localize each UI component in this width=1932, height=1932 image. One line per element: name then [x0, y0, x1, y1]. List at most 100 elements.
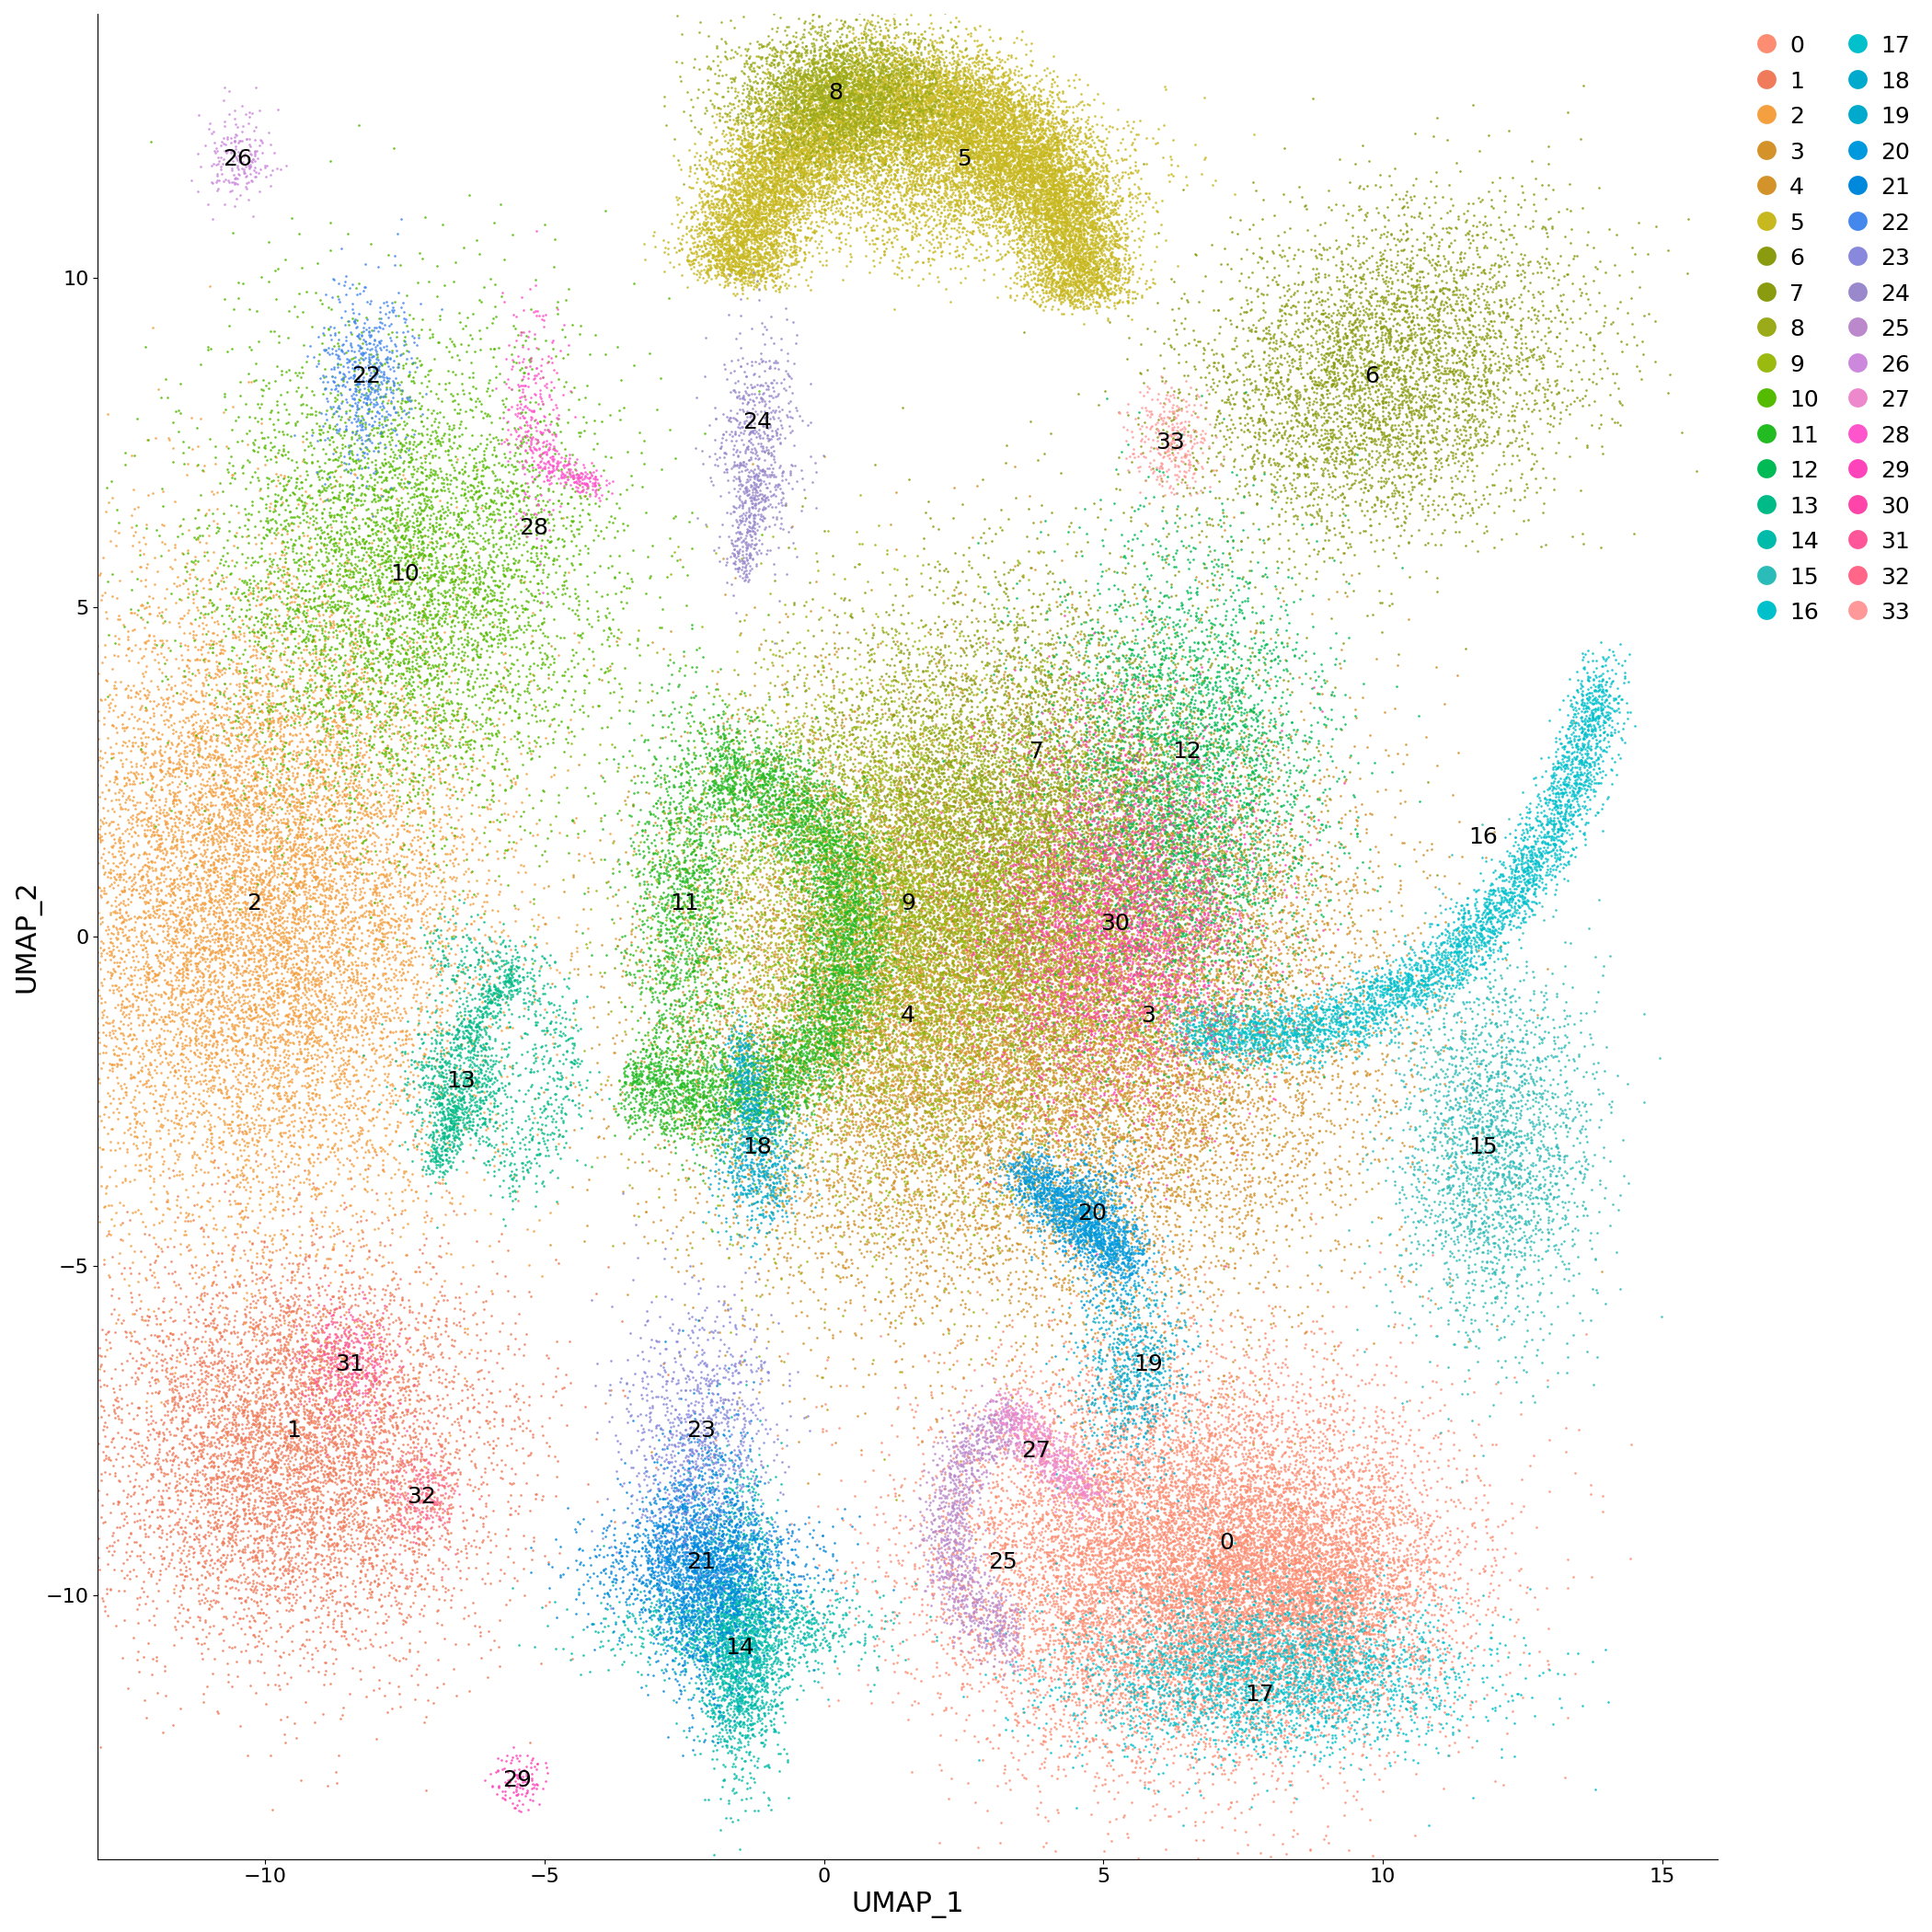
- Point: [303, 802, 334, 833]
- Point: [755, 694, 786, 724]
- Point: [1032, 133, 1063, 164]
- Point: [1310, 1565, 1341, 1596]
- Point: [734, 1573, 765, 1604]
- Point: [715, 213, 746, 243]
- Point: [850, 697, 881, 728]
- Point: [906, 1130, 937, 1161]
- Point: [808, 91, 838, 122]
- Point: [939, 784, 970, 815]
- Point: [429, 587, 460, 618]
- Point: [124, 1155, 155, 1186]
- Point: [852, 954, 883, 985]
- Point: [835, 976, 866, 1007]
- Point: [1177, 1517, 1208, 1548]
- Point: [850, 1022, 881, 1053]
- Point: [1117, 1403, 1148, 1434]
- Point: [1484, 978, 1515, 1009]
- Point: [688, 985, 719, 1016]
- Point: [1542, 346, 1573, 377]
- Point: [151, 850, 182, 881]
- Point: [296, 835, 327, 866]
- Point: [649, 81, 680, 112]
- Point: [1430, 251, 1461, 282]
- Point: [910, 207, 941, 238]
- Point: [1337, 1588, 1368, 1619]
- Point: [379, 133, 410, 164]
- Point: [1219, 1074, 1250, 1105]
- Point: [1194, 1486, 1225, 1517]
- Point: [1211, 808, 1242, 838]
- Point: [728, 1078, 759, 1109]
- Point: [1003, 149, 1034, 180]
- Point: [779, 784, 810, 815]
- Point: [1323, 307, 1354, 338]
- Point: [1206, 703, 1236, 734]
- Point: [726, 1578, 757, 1609]
- Point: [910, 798, 941, 829]
- Point: [810, 906, 840, 937]
- Point: [842, 831, 873, 862]
- Point: [1045, 1472, 1076, 1503]
- Point: [962, 1254, 993, 1285]
- Point: [1041, 1086, 1072, 1117]
- Point: [997, 1609, 1028, 1640]
- Point: [823, 869, 854, 900]
- Point: [495, 1082, 526, 1113]
- Point: [838, 856, 869, 887]
- Point: [1453, 1320, 1484, 1350]
- Point: [763, 214, 794, 245]
- Point: [941, 1012, 972, 1043]
- Point: [296, 645, 327, 676]
- Point: [1001, 981, 1032, 1012]
- Point: [1478, 918, 1509, 949]
- Point: [1418, 1575, 1449, 1605]
- Point: [284, 1337, 315, 1368]
- Point: [690, 1644, 721, 1675]
- Point: [1457, 1781, 1488, 1812]
- Point: [759, 1030, 790, 1061]
- Point: [1206, 1430, 1236, 1461]
- Point: [498, 1159, 529, 1190]
- Point: [1229, 1051, 1260, 1082]
- Point: [1049, 126, 1080, 156]
- Point: [838, 104, 869, 135]
- Point: [757, 64, 788, 95]
- Point: [920, 114, 951, 145]
- Point: [831, 898, 862, 929]
- Point: [1115, 1461, 1146, 1492]
- Point: [410, 690, 440, 721]
- Point: [1352, 475, 1383, 506]
- Point: [1198, 1061, 1229, 1092]
- Point: [415, 427, 446, 458]
- Point: [328, 1389, 359, 1420]
- Point: [711, 881, 742, 912]
- Point: [852, 1165, 883, 1196]
- Point: [752, 1169, 782, 1200]
- Point: [1039, 272, 1070, 303]
- Point: [1014, 707, 1045, 738]
- Point: [838, 1034, 869, 1065]
- Point: [701, 1094, 732, 1124]
- Point: [323, 611, 354, 641]
- Point: [1385, 425, 1416, 456]
- Point: [205, 748, 236, 779]
- Point: [835, 842, 866, 873]
- Point: [1173, 1124, 1204, 1155]
- Point: [1511, 1225, 1542, 1256]
- Point: [831, 881, 862, 912]
- Point: [1171, 1132, 1202, 1163]
- Point: [802, 122, 833, 153]
- Point: [1124, 1370, 1155, 1401]
- Point: [1014, 180, 1045, 211]
- Point: [527, 1484, 558, 1515]
- Point: [752, 1584, 782, 1615]
- Point: [742, 1613, 773, 1644]
- Point: [1151, 935, 1182, 966]
- Point: [1540, 810, 1571, 840]
- Point: [1204, 1588, 1235, 1619]
- Point: [972, 879, 1003, 910]
- Point: [1192, 1022, 1223, 1053]
- Point: [197, 1306, 228, 1337]
- Point: [1059, 767, 1090, 798]
- Point: [537, 456, 568, 487]
